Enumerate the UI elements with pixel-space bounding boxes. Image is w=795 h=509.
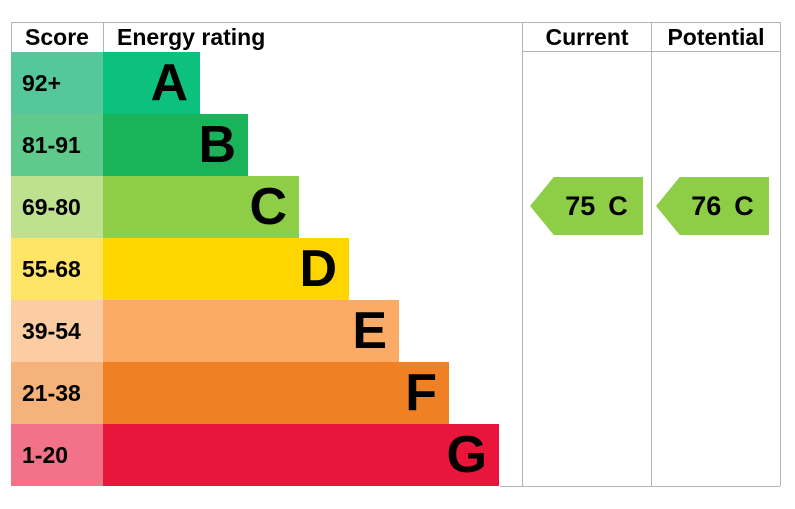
band-bar-f: F: [103, 362, 449, 424]
band-bar-c: C: [103, 176, 299, 238]
current-column-header: Current: [545, 23, 629, 50]
band-bar-a: A: [103, 52, 200, 114]
potential-rating-arrow: 76 C: [656, 177, 769, 235]
current-rating-value: 75: [565, 190, 596, 221]
band-bar-g: G: [103, 424, 499, 486]
potential-rating-band: C: [734, 190, 754, 221]
score-range-f: 21-38: [11, 362, 103, 424]
score-range-c: 69-80: [11, 176, 103, 238]
table-top-border: [11, 22, 780, 23]
score-header-left-border: [11, 22, 12, 52]
score-range-d: 55-68: [11, 238, 103, 300]
potential-rating-value: 76: [691, 190, 722, 221]
header-bottom-border: [522, 51, 780, 52]
score-column-header: Score: [25, 23, 89, 50]
current-potential-divider: [651, 22, 652, 486]
score-range-g: 1-20: [11, 424, 103, 486]
score-range-b: 81-91: [11, 114, 103, 176]
table-bottom-border: [500, 486, 780, 487]
potential-column-header: Potential: [667, 23, 765, 50]
score-energy-divider: [103, 22, 104, 52]
current-rating-arrow: 75 C: [530, 177, 643, 235]
table-right-border: [780, 22, 781, 486]
current-column-left-border: [522, 22, 523, 486]
band-bar-e: E: [103, 300, 399, 362]
current-rating-band: C: [608, 190, 628, 221]
score-range-e: 39-54: [11, 300, 103, 362]
energy-rating-column-header: Energy rating: [117, 23, 266, 50]
band-bar-d: D: [103, 238, 349, 300]
band-bar-b: B: [103, 114, 248, 176]
score-range-a: 92+: [11, 52, 103, 114]
